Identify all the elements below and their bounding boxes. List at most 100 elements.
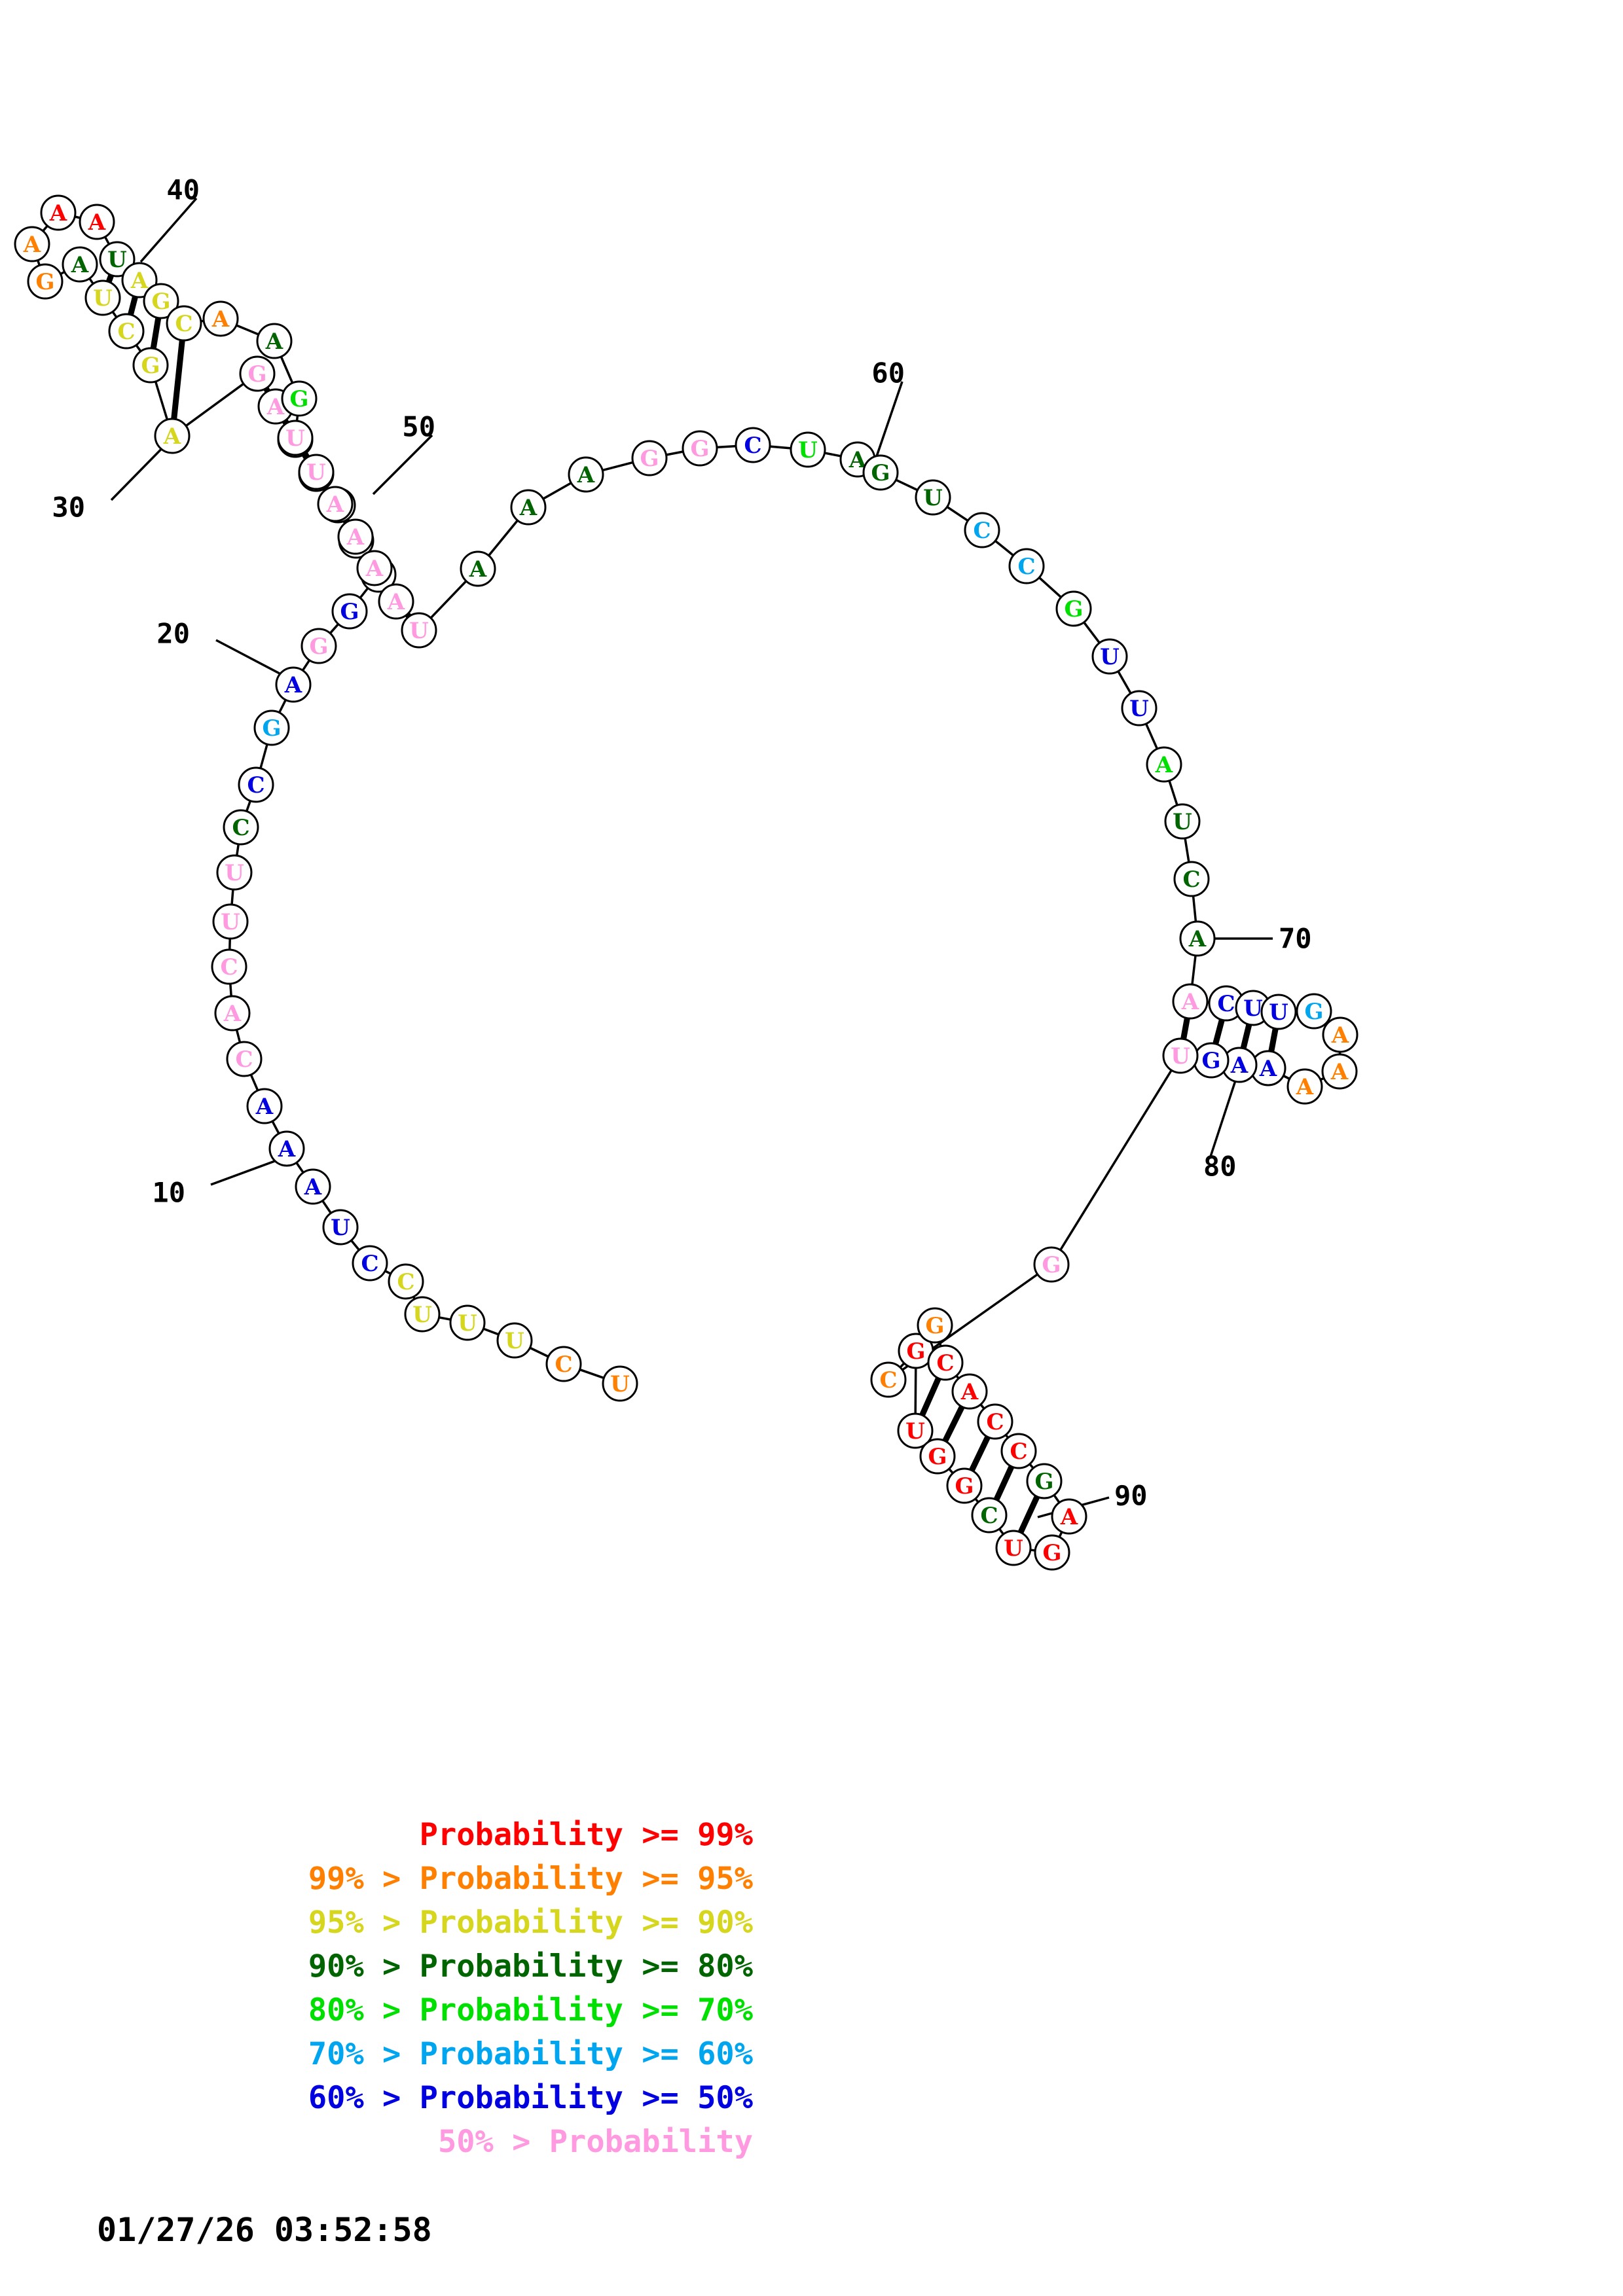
nucleotide-30[interactable]: A (154, 418, 191, 454)
nucleotide-12[interactable]: C (226, 1041, 263, 1077)
nucleotide-circle (253, 709, 290, 746)
nucleotide-21[interactable]: G (301, 628, 337, 664)
nucleotide-52[interactable]: U (401, 612, 437, 649)
nucleotide-62[interactable]: U (915, 479, 951, 516)
nucleotide-66[interactable]: U (1091, 638, 1128, 675)
nucleotide-4[interactable]: U (449, 1304, 486, 1341)
nucleotide-40[interactable]: A (121, 262, 158, 298)
nucleotide-39[interactable]: U (99, 241, 136, 278)
nucleotide-38[interactable]: A (79, 204, 115, 240)
nucleotide-78[interactable]: A (1321, 1053, 1358, 1090)
nucleotide-43[interactable]: A (202, 300, 239, 337)
nucleotide-31[interactable]: G (132, 347, 169, 384)
nucleotide-96[interactable]: C (977, 1403, 1013, 1440)
nucleotide-72[interactable]: A (1172, 983, 1209, 1020)
nucleotide-85[interactable]: C (870, 1361, 907, 1398)
nucleotide-63[interactable]: C (964, 512, 1000, 548)
nucleotide-11[interactable]: A (246, 1088, 283, 1124)
nucleotide-84[interactable]: G (1033, 1246, 1070, 1283)
nucleotide-17[interactable]: C (223, 809, 259, 846)
nucleotide-letter: G (35, 269, 54, 295)
nucleotide-81[interactable]: A (1221, 1047, 1258, 1083)
nucleotide-19[interactable]: G (253, 709, 290, 746)
nucleotide-circle (1034, 1534, 1070, 1571)
nucleotide-75[interactable]: U (1260, 994, 1297, 1030)
nucleotide-2[interactable]: C (545, 1346, 582, 1382)
nucleotide-89[interactable]: G (946, 1467, 983, 1504)
nucleotide-83[interactable]: U (1162, 1037, 1199, 1074)
nucleotide-49[interactable]: A (337, 518, 374, 555)
nucleotide-22[interactable]: G (331, 593, 368, 630)
nucleotide-51[interactable]: A (378, 583, 414, 620)
nucleotide-48[interactable]: A (317, 486, 354, 522)
nucleotide-55[interactable]: A (568, 456, 604, 493)
nucleotide-82[interactable]: G (1193, 1042, 1230, 1079)
nucleotide-1[interactable]: U (602, 1365, 638, 1402)
nucleotide-77[interactable]: A (1322, 1016, 1359, 1053)
nucleotide-88[interactable]: G (919, 1438, 956, 1475)
nucleotide-circle (216, 854, 253, 891)
nucleotide-50[interactable]: A (356, 550, 393, 586)
nucleotide-65[interactable]: G (1055, 590, 1092, 627)
nucleotide-33[interactable]: U (84, 279, 121, 316)
nucleotide-letter: U (458, 1310, 477, 1336)
nucleotide-79[interactable]: A (1286, 1068, 1323, 1105)
nucleotide-59[interactable]: U (790, 431, 826, 468)
nucleotide-circle (631, 440, 668, 476)
nucleotide-69[interactable]: U (1164, 803, 1201, 840)
nucleotide-letter: A (326, 492, 344, 518)
nucleotide-54[interactable]: A (510, 489, 547, 526)
nucleotide-letter: U (1269, 999, 1288, 1026)
nucleotide-94[interactable]: G (1026, 1463, 1063, 1499)
nucleotide-13[interactable]: A (214, 995, 251, 1031)
nucleotide-47[interactable]: U (298, 454, 335, 490)
nucleotide-70[interactable]: C (1173, 861, 1210, 897)
nucleotide-45[interactable]: G (281, 380, 318, 417)
nucleotide-14[interactable]: C (211, 948, 247, 985)
nucleotide-letter: A (304, 1174, 322, 1200)
nucleotide-3[interactable]: U (496, 1322, 533, 1359)
nucleotide-91[interactable]: U (995, 1530, 1032, 1566)
nucleotide-56[interactable]: G (631, 440, 668, 476)
nucleotide-16[interactable]: U (216, 854, 253, 891)
nucleotide-92[interactable]: G (1034, 1534, 1070, 1571)
nucleotide-61[interactable]: G (862, 454, 899, 491)
nucleotide-37[interactable]: A (40, 194, 77, 231)
nucleotide-32[interactable]: C (108, 313, 145, 350)
nucleotide-98[interactable]: C (927, 1344, 964, 1381)
nucleotide-18[interactable]: C (238, 766, 274, 803)
nucleotide-8[interactable]: U (322, 1209, 359, 1246)
nucleotide-41[interactable]: G (143, 283, 179, 319)
nucleotide-34[interactable]: A (62, 246, 98, 283)
nucleotide-46[interactable]: U (277, 420, 314, 456)
nucleotide-44[interactable]: A (256, 323, 293, 359)
nucleotide-9[interactable]: A (295, 1168, 331, 1205)
nucleotide-5[interactable]: U (404, 1296, 441, 1333)
nucleotide-35[interactable]: G (27, 263, 64, 300)
nucleotide-76[interactable]: G (1296, 993, 1332, 1030)
nucleotide-10[interactable]: A (268, 1130, 305, 1167)
nucleotide-99[interactable]: G (917, 1307, 953, 1344)
nucleotide-42[interactable]: C (166, 305, 202, 342)
nucleotide-87[interactable]: U (897, 1412, 934, 1449)
nucleotide-95[interactable]: C (1000, 1433, 1037, 1469)
nucleotide-90[interactable]: C (971, 1497, 1008, 1534)
nucleotide-97[interactable]: A (951, 1373, 988, 1410)
nucleotide-58[interactable]: C (735, 427, 771, 463)
nucleotide-15[interactable]: U (212, 903, 249, 940)
nucleotide-67[interactable]: U (1121, 690, 1158, 726)
nucleotide-36[interactable]: A (14, 226, 50, 262)
nucleotide-20[interactable]: A (275, 666, 312, 703)
nucleotide-letter: A (265, 329, 283, 355)
nucleotide-86[interactable]: G (898, 1333, 934, 1369)
nucleotide-57[interactable]: G (682, 430, 718, 467)
nucleotide-71[interactable]: A (1179, 920, 1216, 957)
nucleotide-53[interactable]: A (460, 550, 496, 587)
nucleotide-64[interactable]: C (1008, 548, 1045, 584)
nucleotide-7[interactable]: C (352, 1245, 388, 1282)
nucleotide-68[interactable]: A (1146, 746, 1182, 783)
nucleotide-6[interactable]: C (388, 1263, 424, 1300)
nucleotide-29[interactable]: G (239, 355, 276, 392)
nucleotide-73[interactable]: C (1208, 985, 1245, 1022)
nucleotide-93[interactable]: A (1051, 1498, 1087, 1535)
